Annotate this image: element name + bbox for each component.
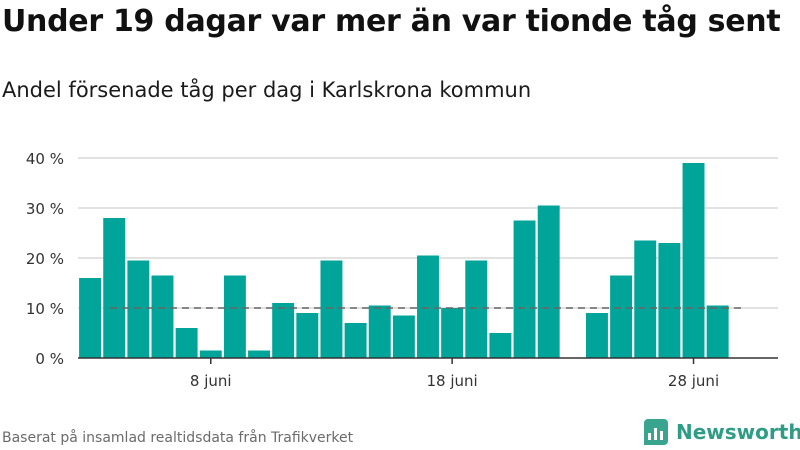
bar <box>296 313 319 358</box>
bar <box>344 323 367 358</box>
chart-subtitle: Andel försenade tåg per dag i Karlskrona… <box>2 78 532 102</box>
bar <box>682 163 705 358</box>
x-tick-label: 28 juni <box>668 372 719 390</box>
x-tick-label: 18 juni <box>427 372 478 390</box>
chart-logo-icon <box>644 419 668 445</box>
y-tick-label: 10 % <box>26 300 64 318</box>
chart-title: Under 19 dagar var mer än var tionde tåg… <box>2 4 781 39</box>
brand-name: Newsworthy <box>676 420 800 444</box>
bar <box>368 305 391 358</box>
bar <box>103 218 126 358</box>
x-tick-label: 8 juni <box>190 372 232 390</box>
bar <box>175 328 198 358</box>
bar <box>706 305 729 358</box>
bar <box>658 243 681 358</box>
bar <box>513 220 536 358</box>
y-tick-label: 20 % <box>26 250 64 268</box>
bar <box>634 240 657 358</box>
y-tick-label: 40 % <box>26 150 64 168</box>
bars <box>79 163 729 358</box>
bar <box>489 333 512 358</box>
bar <box>465 260 488 358</box>
bar <box>127 260 150 358</box>
bar <box>417 255 439 358</box>
bar <box>320 260 343 358</box>
bar <box>199 350 222 358</box>
bar <box>248 350 271 358</box>
bar <box>223 275 246 358</box>
bar <box>610 275 633 358</box>
newsworthy-logo[interactable]: Newsworthy <box>644 419 800 445</box>
bar-chart: 0 % 10 % 20 % 30 % 40 % 8 juni 18 juni 28 juni <box>26 150 778 390</box>
source-caption: Baserat på insamlad realtidsdata från Tr… <box>2 430 354 446</box>
bar <box>392 315 415 358</box>
axes: 0 % 10 % 20 % 30 % 40 % 8 juni 18 juni 28 juni <box>26 150 778 390</box>
y-tick-label: 30 % <box>26 200 64 218</box>
bar <box>441 308 464 358</box>
bar <box>585 313 608 358</box>
bar <box>151 275 174 358</box>
bar <box>79 278 102 358</box>
bar <box>537 205 560 358</box>
bar <box>272 303 295 358</box>
y-tick-label: 0 % <box>35 350 64 368</box>
